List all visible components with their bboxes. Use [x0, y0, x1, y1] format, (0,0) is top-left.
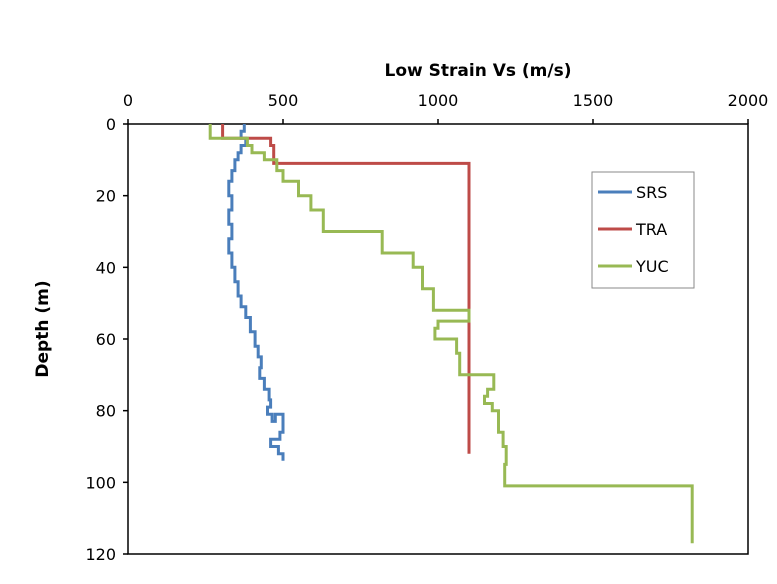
series-line-srs [227, 124, 285, 461]
y-tick-label: 0 [106, 115, 116, 134]
y-tick-label: 80 [96, 402, 116, 421]
x-tick-label: 0 [123, 91, 133, 110]
y-tick-label: 60 [96, 330, 116, 349]
x-tick-label: 2000 [728, 91, 769, 110]
y-tick-label: 40 [96, 258, 116, 277]
x-tick-label: 500 [268, 91, 299, 110]
series-line-yuc [208, 124, 694, 544]
legend-label-yuc: YUC [635, 257, 669, 276]
y-tick-label: 20 [96, 187, 116, 206]
legend-label-tra: TRA [635, 220, 667, 239]
legend: SRS TRA YUC [591, 171, 695, 289]
x-axis-title: Low Strain Vs (m/s) [385, 61, 572, 81]
y-axis-title: Depth (m) [33, 280, 53, 377]
y-tick-label: 100 [85, 473, 116, 492]
x-tick-label: 1000 [418, 91, 459, 110]
y-tick-label: 120 [85, 545, 116, 564]
legend-label-srs: SRS [636, 183, 667, 202]
x-tick-label: 1500 [573, 91, 614, 110]
